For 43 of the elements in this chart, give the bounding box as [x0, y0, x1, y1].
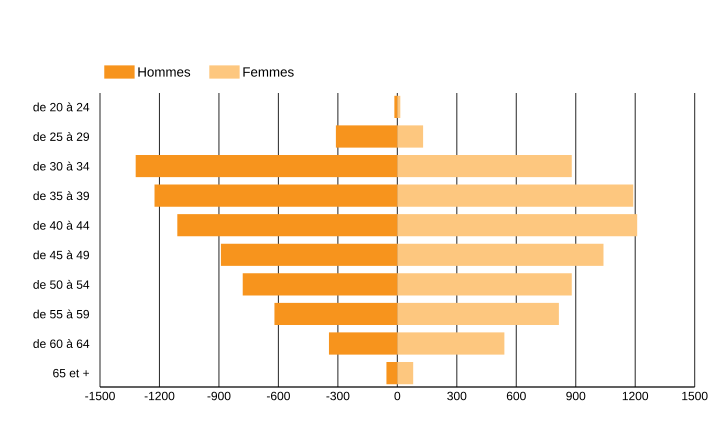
y-tick-label: de 40 à 44 — [33, 220, 90, 230]
x-tick-label: 0 — [394, 392, 400, 400]
bar — [397, 125, 424, 148]
bar — [397, 244, 604, 266]
x-tick-label: -900 — [207, 392, 230, 400]
bar — [242, 273, 398, 296]
y-tick-label: de 25 à 29 — [33, 132, 90, 141]
y-tick-label: 65 et + — [53, 368, 89, 378]
bar — [397, 302, 559, 326]
x-tick-label: 600 — [506, 392, 526, 400]
bar — [397, 184, 634, 207]
bar — [397, 154, 572, 178]
x-tick-label: -1500 — [85, 392, 115, 400]
bar — [394, 96, 398, 118]
legend-label: Femmes — [243, 67, 294, 77]
bar — [336, 125, 398, 148]
y-tick-label: de 60 à 64 — [33, 339, 90, 348]
bar — [397, 332, 504, 355]
bar — [386, 362, 398, 384]
x-tick-label: 1200 — [622, 392, 648, 400]
x-tick-label: 300 — [447, 392, 466, 400]
y-tick-label: de 55 à 59 — [33, 309, 90, 318]
x-tick-label: -1200 — [144, 392, 174, 400]
y-tick-label: de 50 à 54 — [33, 280, 90, 289]
bar — [154, 184, 398, 207]
bar — [328, 332, 398, 355]
x-tick-label: 900 — [566, 392, 586, 400]
bar — [274, 302, 398, 326]
bar — [136, 154, 398, 178]
bar — [220, 244, 398, 266]
bar — [397, 214, 638, 236]
x-tick-label: 1500 — [682, 392, 708, 400]
y-tick-label: de 35 à 39 — [33, 191, 90, 200]
legend-label: Hommes — [138, 67, 190, 77]
bar — [177, 214, 398, 236]
y-tick-label: de 20 à 24 — [33, 102, 90, 112]
x-tick-label: -300 — [326, 392, 350, 400]
y-tick-label: de 30 à 34 — [33, 162, 90, 171]
bar — [397, 96, 400, 118]
bar — [397, 273, 572, 296]
x-tick-label: -600 — [266, 392, 290, 400]
y-tick-label: de 45 à 49 — [33, 250, 90, 260]
bar — [397, 362, 414, 384]
